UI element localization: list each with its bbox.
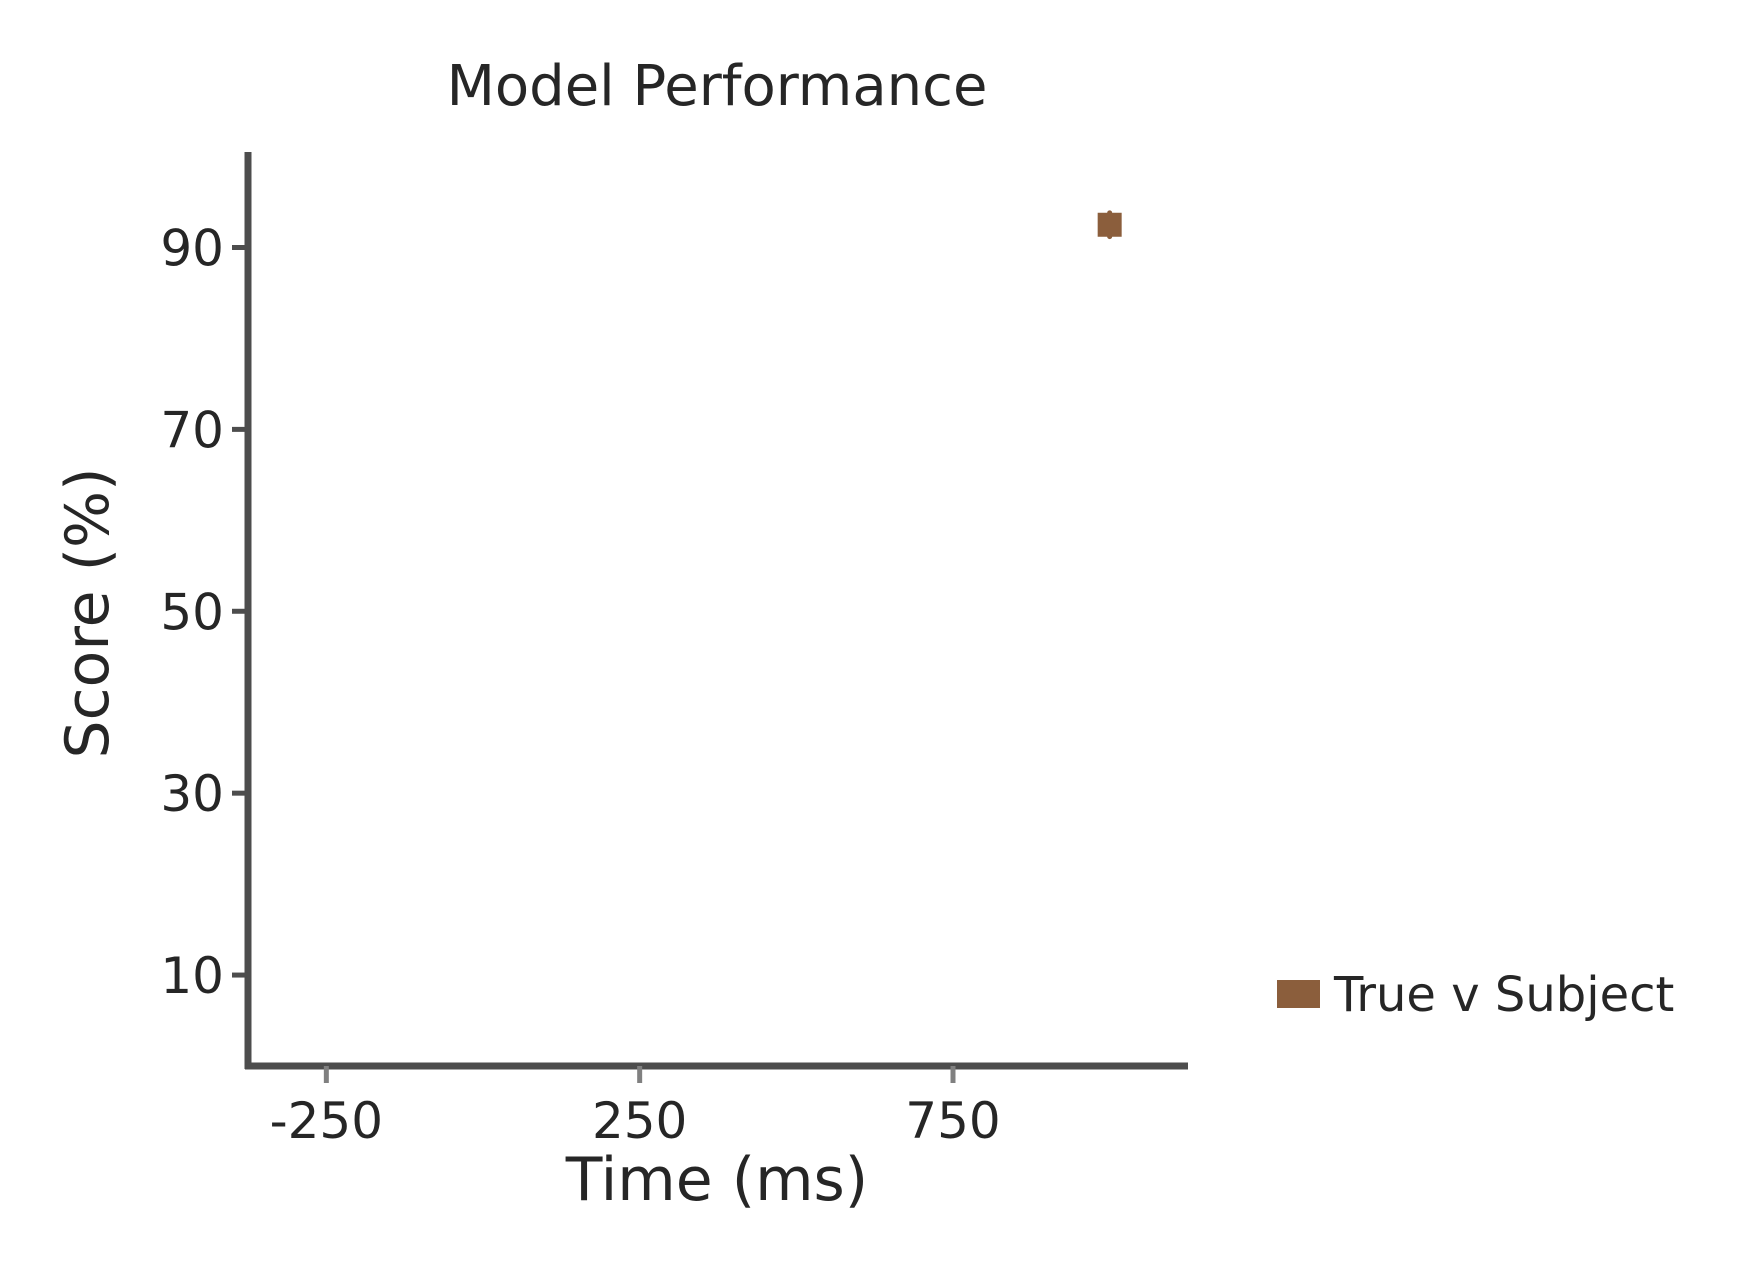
plot-area: 10 30 50 70 90 -250 250 750 bbox=[160, 152, 1188, 1150]
data-point bbox=[1097, 212, 1122, 237]
x-tick-label: 750 bbox=[905, 1092, 1000, 1150]
y-axis-label: Score (%) bbox=[53, 468, 123, 759]
y-tick-label: 30 bbox=[160, 765, 224, 823]
x-tick-label: -250 bbox=[270, 1092, 383, 1150]
y-tick-label: 10 bbox=[160, 947, 224, 1005]
y-tick-label: 70 bbox=[160, 401, 224, 459]
legend-swatch bbox=[1277, 980, 1320, 1008]
legend-label: True v Subject bbox=[1333, 967, 1674, 1023]
y-tick-label: 90 bbox=[160, 219, 224, 277]
x-tick-label: 250 bbox=[592, 1092, 687, 1150]
y-tick-label: 50 bbox=[160, 583, 224, 641]
chart-title: Model Performance bbox=[447, 54, 988, 119]
x-axis-label: Time (ms) bbox=[565, 1145, 868, 1215]
legend: True v Subject bbox=[1277, 967, 1674, 1023]
